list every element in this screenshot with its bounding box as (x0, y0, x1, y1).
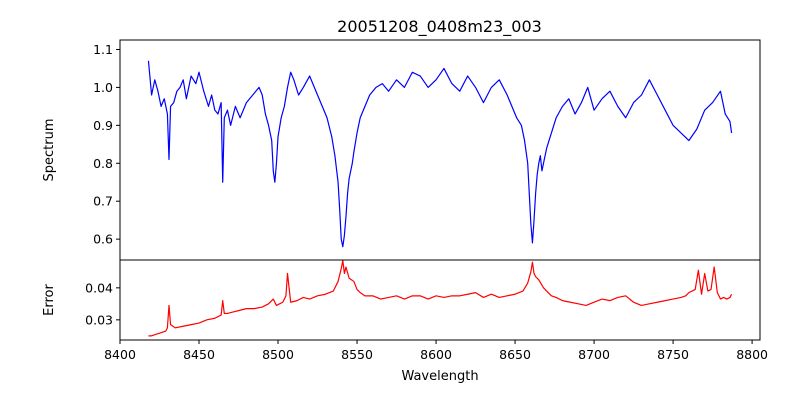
error-line-0 (148, 260, 733, 337)
x-tick-label: 8500 (262, 347, 294, 362)
spectrum-y-tick-label: 0.6 (93, 232, 113, 247)
x-tick-label: 8800 (736, 347, 768, 362)
error-y-axis-label: Error (42, 284, 57, 316)
spectrum-panel: 0.6 0.7 0.8 0.9 1.0 1.1 Spectrum (42, 39, 761, 261)
error-y-ticks: 0.03 0.04 (85, 280, 120, 327)
spectrum-y-tick-label: 0.8 (93, 156, 113, 171)
spectrum-y-tick-label: 0.9 (93, 118, 113, 133)
error-axes-frame (119, 259, 761, 341)
x-axis-label: Wavelength (401, 369, 478, 384)
x-tick-label: 8650 (499, 347, 531, 362)
spectrum-y-axis-label: Spectrum (42, 119, 57, 182)
error-panel: 0.03 0.04 8400 8450 8500 8550 8600 8650 8700 875… (42, 259, 768, 384)
spectrum-line-0 (147, 60, 733, 248)
spectrum-axes-frame (119, 39, 761, 261)
error-series (148, 260, 733, 337)
spectrum-y-tick-label: 1.0 (93, 80, 113, 95)
spectrum-y-tick-label: 1.1 (93, 42, 113, 57)
spectrum-y-tick-label: 0.7 (93, 194, 113, 209)
error-x-ticks: 8400 8450 8500 8550 8600 8650 8700 8750 8800 (104, 340, 768, 362)
x-tick-label: 8600 (420, 347, 452, 362)
x-tick-label: 8400 (104, 347, 136, 362)
error-y-tick-label: 0.04 (85, 280, 113, 295)
x-tick-label: 8550 (341, 347, 373, 362)
spectrum-y-ticks: 0.6 0.7 0.8 0.9 1.0 1.1 (93, 42, 120, 247)
x-tick-label: 8450 (183, 347, 215, 362)
x-tick-label: 8750 (657, 347, 689, 362)
chart-title: 20051208_0408m23_003 (337, 17, 542, 37)
spectrum-series (147, 60, 733, 248)
error-y-tick-label: 0.03 (85, 312, 113, 327)
x-tick-label: 8700 (578, 347, 610, 362)
